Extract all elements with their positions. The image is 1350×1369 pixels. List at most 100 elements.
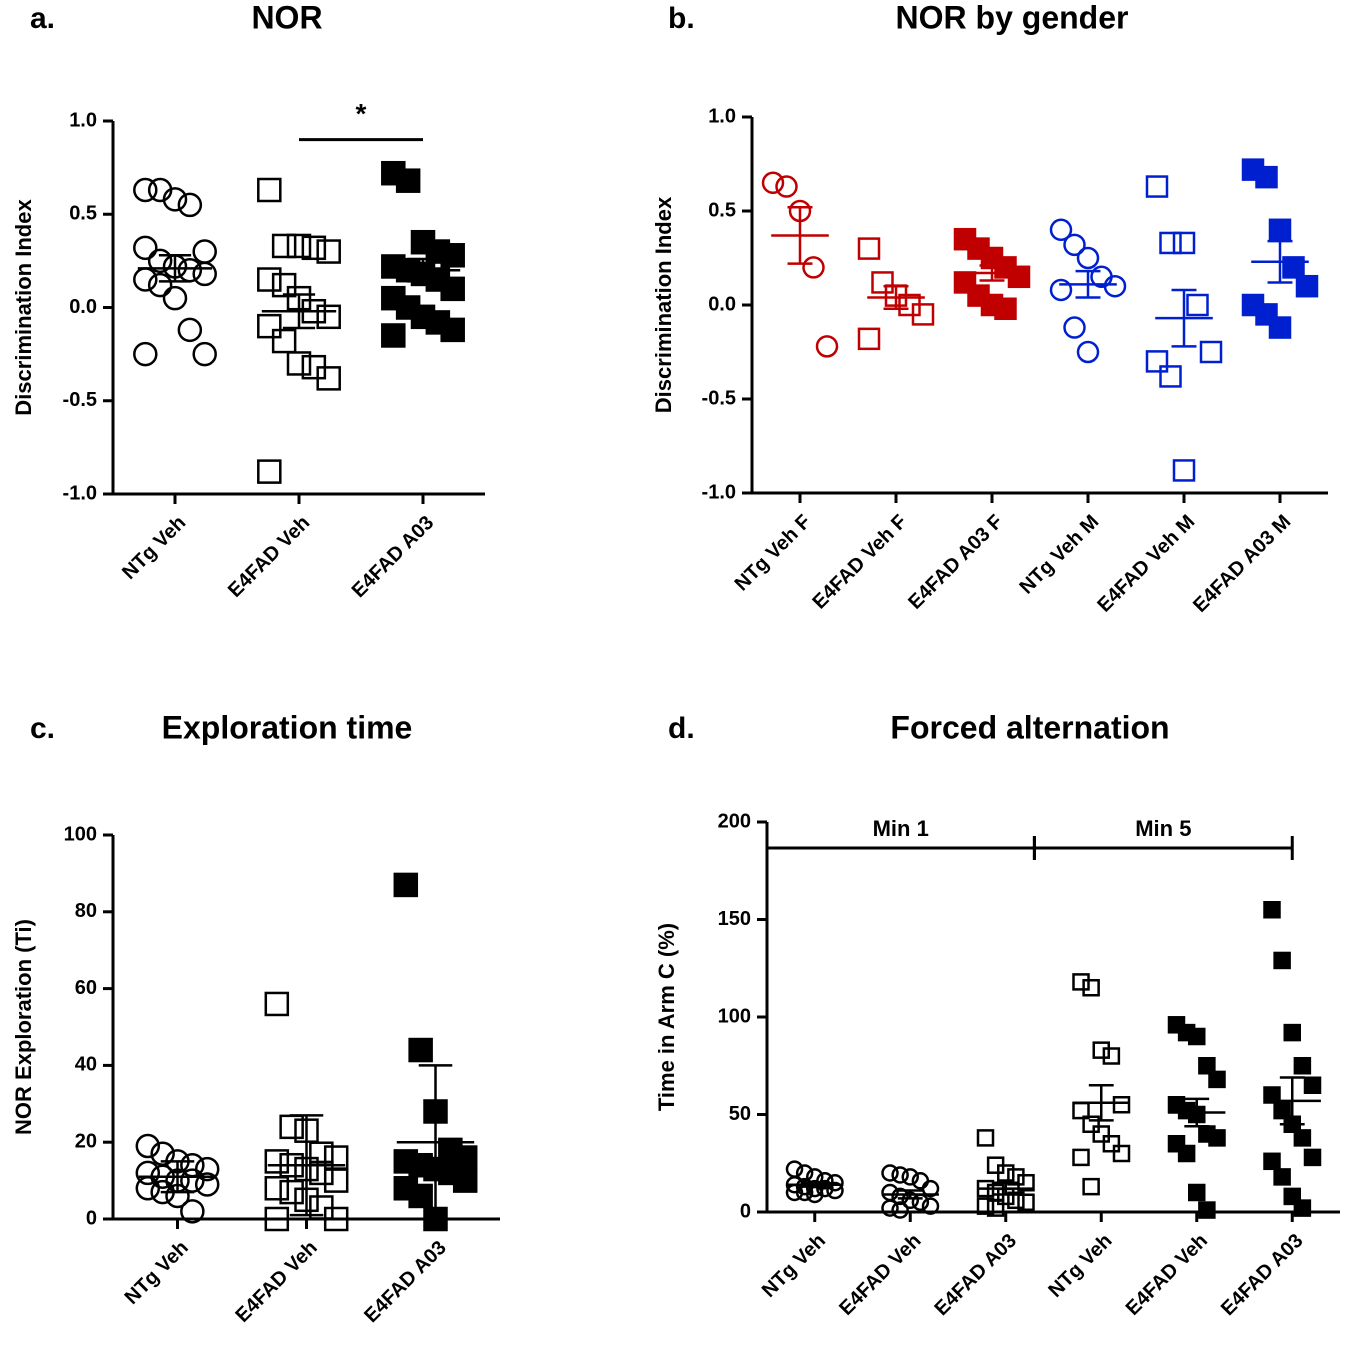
data-point — [323, 1206, 349, 1232]
data-point — [891, 1166, 909, 1184]
data-point — [1198, 1201, 1216, 1219]
data-point — [1072, 1148, 1090, 1167]
data-point — [1145, 350, 1169, 373]
x-tick-label: NTg Veh F — [731, 511, 816, 596]
chart-title: Exploration time — [162, 709, 413, 745]
data-point — [1295, 274, 1319, 298]
y-tick-label: 60 — [75, 977, 97, 999]
y-tick-label: -1.0 — [702, 481, 736, 503]
x-tick-label: E4FAD A03 — [1217, 1230, 1307, 1320]
y-tick-label: 0.5 — [708, 199, 736, 221]
data-point — [911, 303, 935, 326]
data-point — [1293, 1057, 1312, 1075]
data-point — [1177, 1144, 1196, 1163]
data-point — [1063, 316, 1086, 339]
data-point — [806, 1179, 824, 1198]
data-point — [891, 1201, 909, 1219]
data-point — [301, 235, 327, 261]
data-point — [147, 272, 173, 298]
y-axis-label: Time in Arm C (%) — [654, 923, 679, 1111]
data-point — [1072, 973, 1090, 991]
data-point — [316, 239, 341, 264]
y-tick-label: 100 — [64, 823, 97, 845]
data-point — [133, 341, 158, 367]
group-label: Min 1 — [873, 816, 929, 841]
data-point — [986, 1199, 1005, 1217]
data-point — [976, 1129, 995, 1147]
x-tick-label: E4FAD Veh F — [808, 511, 911, 614]
data-point — [192, 341, 217, 367]
data-point — [1208, 1129, 1226, 1147]
data-point — [1102, 1047, 1121, 1065]
y-tick-label: 40 — [75, 1054, 97, 1076]
y-tick-label: 0.0 — [69, 296, 97, 318]
data-point — [1172, 459, 1196, 482]
x-tick-label: E4FAD A03 M — [1189, 511, 1295, 617]
data-point — [1063, 233, 1086, 257]
y-tick-label: 20 — [75, 1130, 97, 1152]
x-tick-label: E4FAD A03 — [931, 1230, 1021, 1320]
data-point — [177, 192, 203, 218]
data-point — [1082, 1177, 1100, 1196]
data-point — [440, 243, 465, 268]
y-tick-label: 100 — [718, 1005, 751, 1027]
panel-label: b. — [668, 2, 695, 35]
data-point — [194, 1172, 220, 1197]
x-tick-label: E4FAD A03 — [348, 512, 438, 602]
data-point — [264, 1149, 290, 1174]
data-point — [921, 1179, 940, 1198]
data-point — [257, 459, 282, 484]
data-point — [1102, 1135, 1121, 1153]
data-point — [1082, 979, 1100, 997]
y-tick-label: 80 — [75, 900, 97, 922]
x-tick-label: E4FAD A03 — [360, 1237, 450, 1327]
data-point — [1188, 1027, 1206, 1046]
y-axis-label: Discrimination Index — [651, 196, 676, 413]
data-point — [393, 872, 419, 898]
data-point — [1198, 1057, 1216, 1075]
x-tick-label: E4FAD Veh — [835, 1230, 925, 1320]
y-tick-label: 200 — [718, 810, 751, 832]
data-point — [1263, 901, 1281, 919]
data-point — [911, 1172, 930, 1190]
data-point — [271, 328, 297, 354]
data-point — [911, 1193, 930, 1211]
data-point — [815, 335, 839, 358]
group-label: Min 5 — [1135, 816, 1191, 841]
data-point — [162, 285, 188, 311]
data-point — [1092, 1041, 1110, 1059]
data-point — [1303, 1148, 1322, 1167]
data-point — [1273, 1168, 1291, 1186]
data-point — [775, 175, 798, 198]
panel-label: d. — [668, 712, 695, 745]
data-point — [1273, 1101, 1291, 1120]
data-point — [381, 323, 406, 348]
data-point — [1263, 1152, 1281, 1171]
data-point — [1103, 274, 1127, 298]
data-point — [440, 317, 465, 343]
data-point — [180, 1199, 205, 1224]
data-point — [881, 1164, 899, 1182]
data-point — [881, 1199, 899, 1217]
data-point — [997, 1164, 1015, 1182]
data-point — [133, 235, 158, 261]
data-point — [1172, 231, 1196, 255]
data-point — [1092, 1125, 1110, 1143]
y-tick-label: 150 — [718, 908, 751, 930]
data-point — [1049, 218, 1073, 242]
data-point — [264, 991, 290, 1017]
data-point — [177, 257, 203, 283]
data-point — [257, 267, 282, 292]
data-point — [785, 1160, 804, 1178]
data-point — [1303, 1076, 1322, 1094]
data-point — [257, 177, 282, 203]
data-point — [881, 1183, 899, 1202]
data-point — [1076, 340, 1100, 364]
y-tick-label: -0.5 — [702, 387, 736, 409]
data-point — [826, 1181, 844, 1200]
data-point — [1186, 293, 1209, 317]
x-tick-label: E4FAD Veh M — [1093, 511, 1199, 617]
data-point — [994, 297, 1017, 321]
data-point — [279, 1179, 304, 1205]
data-point — [1263, 1086, 1281, 1104]
